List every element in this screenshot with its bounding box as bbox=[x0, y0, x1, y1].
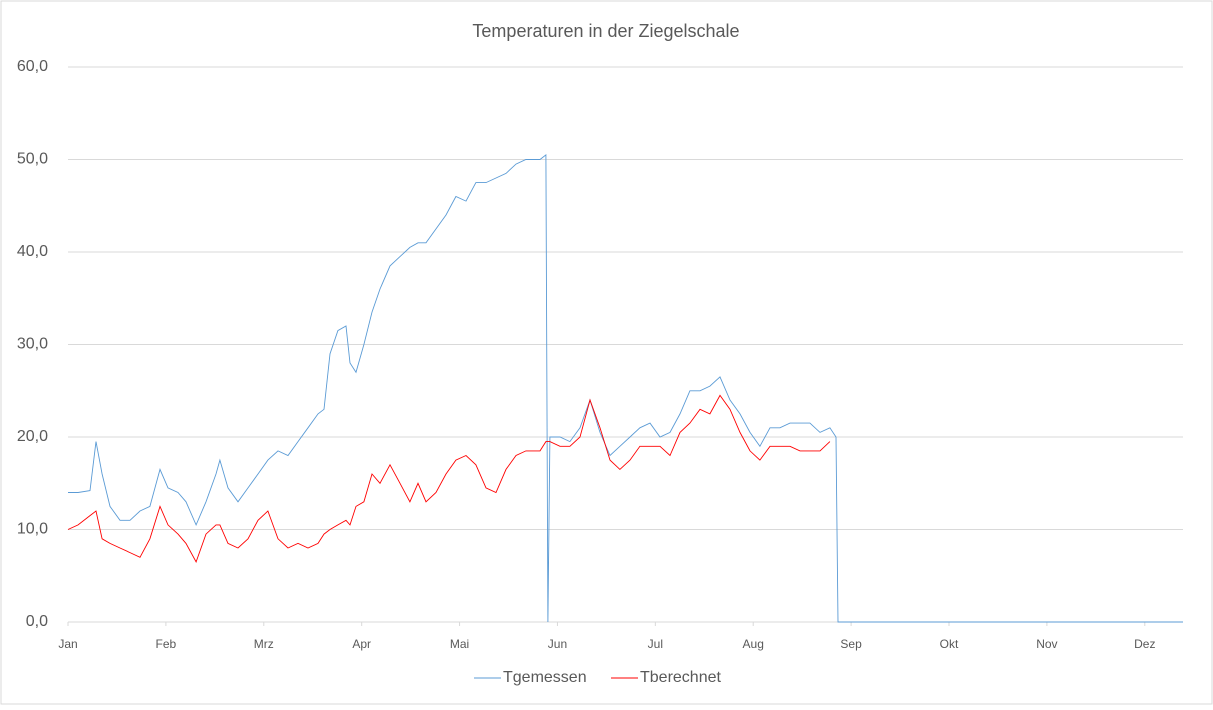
chart-title: Temperaturen in der Ziegelschale bbox=[472, 21, 739, 41]
x-tick-label: Nov bbox=[1036, 637, 1057, 651]
y-tick-label: 30,0 bbox=[17, 336, 48, 353]
legend-label: Tberechnet bbox=[640, 669, 721, 686]
x-tick-label: Jul bbox=[648, 637, 663, 651]
y-tick-label: 50,0 bbox=[17, 151, 48, 168]
y-tick-label: 10,0 bbox=[17, 521, 48, 538]
x-tick-label: Mai bbox=[450, 637, 469, 651]
x-tick-label: Aug bbox=[743, 637, 764, 651]
x-tick-label: Mrz bbox=[254, 637, 274, 651]
x-tick-label: Feb bbox=[156, 637, 177, 651]
y-tick-label: 20,0 bbox=[17, 428, 48, 445]
series-line bbox=[68, 153, 1183, 623]
x-tick-label: Sep bbox=[840, 637, 862, 651]
x-tick-label: Jun bbox=[548, 637, 567, 651]
y-tick-label: 0,0 bbox=[26, 613, 48, 630]
x-tick-label: Dez bbox=[1134, 637, 1155, 651]
y-tick-label: 60,0 bbox=[17, 58, 48, 75]
x-tick-label: Apr bbox=[352, 637, 371, 651]
x-tick-label: Jan bbox=[58, 637, 77, 651]
y-tick-label: 40,0 bbox=[17, 243, 48, 260]
legend-label: Tgemessen bbox=[503, 669, 587, 686]
series-line bbox=[67, 394, 831, 563]
x-tick-label: Okt bbox=[940, 637, 959, 651]
